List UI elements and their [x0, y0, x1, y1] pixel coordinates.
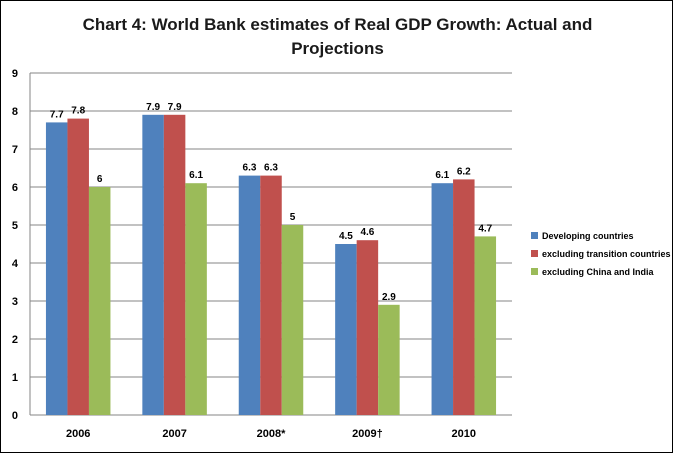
- legend-label: Developing countries: [542, 230, 634, 241]
- legend-label: excluding China and India: [542, 266, 654, 277]
- x-tick-label: 2008*: [257, 428, 286, 440]
- y-tick-label: 6: [12, 182, 18, 194]
- data-label: 7.8: [71, 106, 85, 117]
- data-label: 6.2: [457, 166, 471, 177]
- bar: [260, 175, 282, 415]
- y-tick-label: 2: [12, 334, 18, 346]
- legend-item: excluding China and India: [531, 266, 671, 277]
- legend-swatch: [531, 268, 538, 275]
- y-tick-label: 7: [12, 144, 18, 156]
- bar: [281, 225, 304, 415]
- data-label: 6.1: [189, 170, 203, 181]
- y-tick-label: 0: [12, 410, 18, 422]
- data-label: 6: [97, 174, 103, 185]
- data-label: 4.5: [339, 231, 353, 242]
- y-tick-label: 8: [12, 106, 18, 118]
- chart-legend: Developing countries excluding transition…: [531, 231, 671, 285]
- data-label: 6.3: [264, 163, 278, 174]
- chart-title: Chart 4: World Bank estimates of Real GD…: [82, 15, 593, 58]
- bar: [88, 187, 111, 415]
- data-label: 4.6: [360, 227, 374, 238]
- bar: [238, 175, 261, 415]
- bar: [142, 114, 164, 416]
- data-label: 5: [290, 212, 296, 223]
- legend-item: excluding transition countries: [531, 248, 671, 259]
- data-label: 7.7: [50, 109, 64, 120]
- bar: [378, 304, 400, 415]
- y-tick-label: 4: [12, 258, 19, 270]
- y-tick-label: 9: [12, 68, 18, 80]
- data-label: 7.9: [146, 102, 160, 113]
- legend-swatch: [531, 250, 538, 257]
- y-tick-label: 1: [12, 372, 18, 384]
- legend-swatch: [531, 232, 538, 239]
- x-tick-label: 2010: [452, 428, 476, 440]
- x-tick-label: 2006: [66, 428, 90, 440]
- x-tick-label: 2009†: [352, 428, 383, 440]
- legend-label: excluding transition countries: [542, 248, 671, 259]
- bar: [356, 240, 379, 415]
- data-label: 7.9: [168, 102, 182, 113]
- bar: [163, 114, 186, 416]
- data-label: 6.3: [243, 163, 257, 174]
- legend-item: Developing countries: [531, 230, 671, 241]
- x-tick-label: 2007: [162, 428, 186, 440]
- bar: [67, 118, 89, 415]
- y-tick-label: 3: [12, 296, 18, 308]
- data-label: 6.1: [435, 170, 449, 181]
- data-label: 2.9: [382, 292, 396, 303]
- bar: [45, 122, 68, 416]
- bar: [474, 236, 497, 415]
- bar: [335, 244, 357, 415]
- bar: [453, 179, 475, 415]
- y-tick-label: 5: [12, 220, 18, 232]
- bar: [185, 183, 207, 415]
- bar: [431, 183, 454, 415]
- data-label: 4.7: [478, 223, 492, 234]
